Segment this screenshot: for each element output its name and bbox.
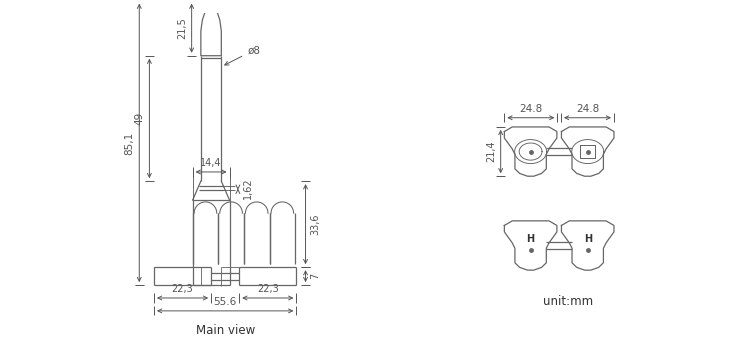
Text: H: H (526, 234, 535, 244)
Text: 21,5: 21,5 (177, 17, 187, 39)
Text: 14,4: 14,4 (200, 158, 222, 168)
Text: unit:mm: unit:mm (543, 295, 593, 308)
Text: H: H (584, 234, 592, 244)
Text: 24.8: 24.8 (519, 104, 542, 114)
Text: 24.8: 24.8 (576, 104, 599, 114)
Text: 22,3: 22,3 (172, 284, 194, 294)
Text: 7: 7 (310, 273, 320, 279)
Text: 55.6: 55.6 (214, 297, 237, 307)
Text: 22,3: 22,3 (257, 284, 279, 294)
Text: 85,1: 85,1 (124, 131, 135, 154)
Text: 21,4: 21,4 (486, 141, 496, 163)
Text: Main view: Main view (196, 324, 255, 337)
Text: 49: 49 (135, 112, 145, 125)
Text: ø8: ø8 (225, 45, 260, 65)
Text: 1,62: 1,62 (242, 177, 253, 199)
Text: 33,6: 33,6 (310, 214, 320, 235)
